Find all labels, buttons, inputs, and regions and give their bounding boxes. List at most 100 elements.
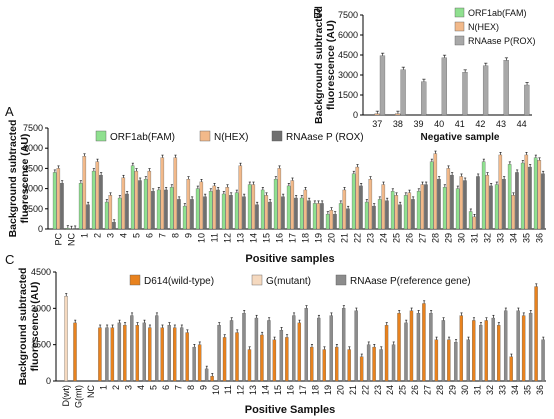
x-tick-label: 10 — [211, 385, 221, 395]
bar — [528, 166, 532, 230]
bar — [91, 170, 96, 230]
y-tick-label: 7500 — [23, 123, 43, 133]
x-tick-label: 41 — [455, 119, 465, 129]
x-tick-label: 1 — [80, 233, 90, 238]
x-tick-label: 19 — [314, 233, 324, 243]
y-tick-label: 6000 — [338, 30, 358, 40]
bar — [398, 204, 402, 230]
bar — [292, 315, 296, 382]
x-tick-label: 37 — [372, 119, 382, 129]
x-tick-label: 34 — [509, 233, 519, 243]
bar — [442, 187, 447, 230]
bar — [390, 191, 395, 230]
x-tick-label: 26 — [410, 385, 420, 395]
bar — [173, 327, 177, 382]
bar — [105, 327, 109, 382]
x-tick-label: 25 — [392, 233, 402, 243]
legend-swatch — [454, 21, 465, 32]
bar — [507, 164, 512, 230]
x-tick-label: 9 — [184, 233, 194, 238]
x-tick-label: 30 — [460, 385, 470, 395]
bar — [528, 313, 533, 382]
bar — [98, 327, 102, 382]
bar — [160, 157, 165, 230]
bar — [52, 172, 57, 230]
bar — [503, 60, 509, 116]
x-tick-label: 6 — [145, 233, 155, 238]
bar — [64, 296, 68, 382]
bar — [317, 317, 321, 382]
x-tick-label: 7 — [158, 233, 168, 238]
legend-swatch — [95, 130, 107, 142]
bar — [541, 339, 545, 382]
x-tick-label: 29 — [448, 385, 458, 395]
bar — [355, 166, 360, 230]
bar — [135, 325, 140, 382]
bar — [455, 188, 460, 230]
y-tick-label: 3000 — [31, 303, 51, 313]
x-tick-label: NC — [86, 385, 96, 398]
bar — [424, 184, 428, 230]
bar — [148, 327, 152, 382]
bar — [117, 322, 122, 382]
bar — [182, 205, 187, 230]
bar — [143, 179, 148, 230]
legend-swatch — [454, 35, 465, 46]
bar — [372, 205, 376, 230]
bar — [212, 185, 217, 230]
bar — [322, 349, 326, 382]
bar — [186, 179, 191, 230]
bar — [463, 180, 467, 230]
bar — [251, 184, 256, 230]
bar — [260, 189, 265, 230]
bar — [247, 184, 252, 230]
bar — [286, 185, 291, 230]
bar — [359, 185, 363, 230]
bar — [177, 199, 181, 230]
panel-a-chart: 0 1500 3000 4500 6000 7500 Background subtract… — [7, 120, 546, 265]
bar — [142, 322, 146, 382]
x-tick-label: 32 — [485, 385, 495, 395]
bar — [454, 342, 458, 382]
x-tick-label: 9 — [198, 385, 208, 390]
bar — [433, 153, 438, 230]
bar — [450, 174, 454, 230]
y-axis-title-line: Background subtracted — [7, 120, 19, 238]
x-tick-label: 18 — [310, 385, 320, 395]
y-axis-title-line: fluorescence (AU) — [29, 282, 41, 372]
x-tick-label: 33 — [496, 233, 506, 243]
bar — [400, 69, 406, 116]
x-axis-title: Positive samples — [245, 253, 334, 265]
bar — [73, 228, 77, 230]
y-tick-label: 6000 — [23, 143, 43, 153]
x-tick-label: 27 — [418, 233, 428, 243]
x-tick-label: 4 — [136, 385, 146, 390]
legend-label: N(HEX) — [468, 22, 499, 32]
bar — [204, 368, 209, 382]
bar — [521, 315, 526, 382]
bar — [199, 181, 204, 230]
x-tick-label: 20 — [327, 233, 337, 243]
y-tick-label: 4500 — [31, 267, 51, 277]
legend-swatch — [251, 274, 263, 286]
bar — [112, 222, 116, 230]
bar — [329, 209, 334, 230]
bar — [238, 165, 243, 230]
bar — [385, 200, 389, 230]
x-tick-label: 29 — [444, 233, 454, 243]
bar — [82, 156, 87, 230]
bar — [217, 325, 221, 382]
panel-label-a: A — [5, 104, 14, 119]
bar — [484, 320, 488, 382]
y-tick-label: 3000 — [338, 70, 358, 80]
bar — [368, 179, 373, 230]
bar — [459, 315, 464, 382]
x-tick-label: 19 — [323, 385, 333, 395]
bar — [268, 201, 272, 230]
x-tick-label: 35 — [522, 233, 532, 243]
bar — [195, 188, 200, 230]
bar — [210, 376, 214, 382]
x-tick-label: 2 — [93, 233, 103, 238]
legend-label: D614(wild-type) — [144, 276, 214, 287]
